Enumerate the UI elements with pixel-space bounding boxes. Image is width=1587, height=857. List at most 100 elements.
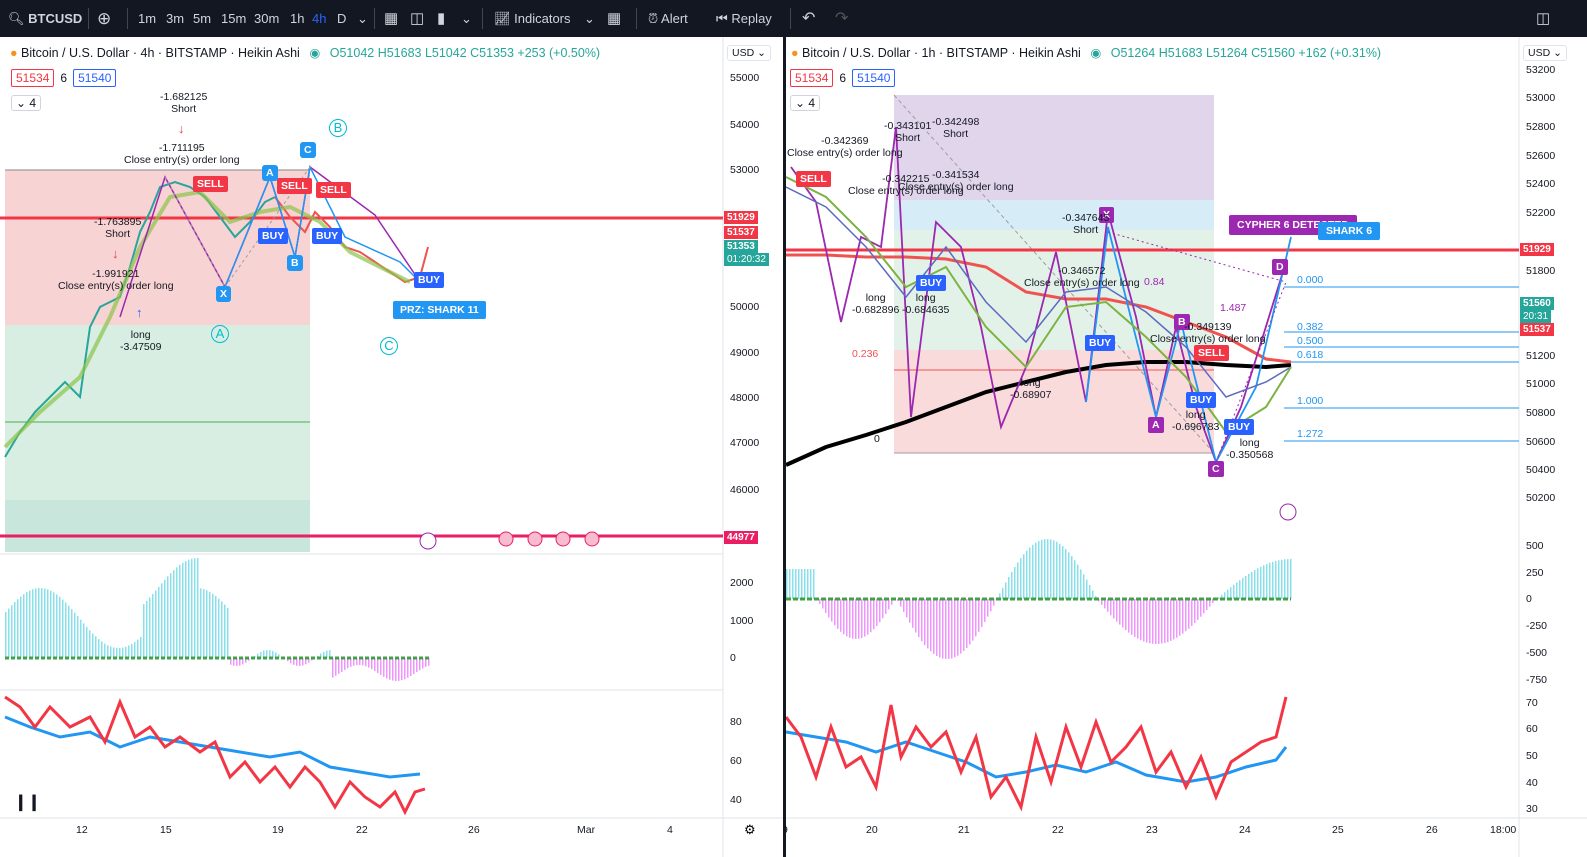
interval-3m[interactable]: 3m (166, 11, 185, 26)
sell-signal-badge[interactable]: SELL (316, 182, 351, 198)
sell-signal-badge[interactable]: SELL (193, 176, 228, 192)
pattern-dash (164, 176, 226, 288)
interval-1h[interactable]: 1h (290, 11, 305, 26)
chevron-down-icon[interactable]: ⌄ (461, 11, 472, 26)
histogram-bar (861, 599, 863, 638)
histogram-bar (1005, 582, 1007, 599)
chart-title: Bitcoin / U.S. Dollar · 1h · BITSTAMP · … (802, 46, 1081, 60)
histogram-bar (1125, 599, 1127, 631)
rsi-tick: 30 (1526, 803, 1538, 815)
histogram-bar (239, 658, 241, 666)
interval-5m[interactable]: 5m (193, 11, 212, 26)
sidebar-toggle-icon[interactable]: ◫ (1536, 10, 1551, 27)
interval-15m[interactable]: 15m (221, 11, 247, 26)
compare-add-icon[interactable]: ⊕ (97, 9, 112, 28)
ask-price[interactable]: 51540 (73, 69, 117, 87)
settings-gear-icon[interactable]: ⚙ (744, 822, 756, 837)
redo-icon[interactable]: ↷ (835, 10, 849, 27)
buy-signal-badge[interactable]: BUY (1186, 392, 1217, 408)
histogram-bar (948, 599, 950, 659)
buy-signal-badge[interactable]: BUY (312, 228, 343, 244)
histogram-bar (206, 590, 208, 658)
undo-icon[interactable]: ↶ (802, 10, 816, 27)
chevron-down-icon[interactable]: ⌄ (357, 11, 368, 26)
chevron-down-icon[interactable]: ⌄ (584, 11, 595, 26)
close-annotation: -0.341534 Close entry(s) order long (898, 169, 1014, 193)
histogram-bar (849, 599, 851, 638)
buy-signal-badge[interactable]: BUY (1085, 335, 1116, 351)
histogram-bar (939, 599, 941, 658)
indicator-collapse-button[interactable]: ⌄ 4 (11, 95, 42, 111)
bar-style-icon[interactable]: ▦ (384, 10, 399, 27)
currency-dropdown[interactable]: USD ⌄ (727, 45, 771, 61)
histogram-bar (951, 599, 953, 659)
histogram-bar (1092, 590, 1094, 599)
bid-ask[interactable]: 51534 6 51540 (790, 69, 896, 87)
event-icon[interactable] (527, 531, 543, 547)
chart-legend[interactable]: ● Bitcoin / U.S. Dollar · 1h · BITSTAMP … (791, 45, 1381, 60)
buy-signal-badge[interactable]: BUY (1224, 419, 1255, 435)
histogram-bar (972, 599, 974, 641)
bid-ask[interactable]: 51534 6 51540 (11, 69, 117, 87)
event-icon[interactable] (584, 531, 600, 547)
histogram-bar (1137, 599, 1139, 639)
histogram-bar (176, 567, 178, 658)
interval-1m[interactable]: 1m (138, 11, 157, 26)
histogram-bar (8, 608, 10, 658)
histogram-bar (819, 599, 821, 604)
bid-price[interactable]: 51534 (790, 69, 834, 87)
histogram-bar (413, 658, 415, 675)
symbol-search-button[interactable]: 🔍︎ BTCUSD (8, 0, 82, 37)
chart-legend[interactable]: ● Bitcoin / U.S. Dollar · 4h · BITSTAMP … (10, 45, 600, 60)
ask-price[interactable]: 51540 (852, 69, 896, 87)
histogram-oscillator (786, 539, 1292, 659)
histogram-bar (1254, 570, 1256, 599)
interval-30m[interactable]: 30m (254, 11, 280, 26)
event-icon[interactable] (498, 531, 514, 547)
osc-tick: -750 (1526, 674, 1548, 686)
lightning-icon[interactable] (419, 532, 437, 550)
sell-signal-badge[interactable]: SELL (1194, 345, 1229, 361)
interval-4h[interactable]: 4h (312, 11, 327, 26)
price-tick: 48000 (730, 392, 760, 404)
indicator-collapse-button[interactable]: ⌄ 4 (790, 95, 821, 111)
event-icon[interactable] (555, 531, 571, 547)
sell-signal-badge[interactable]: SELL (796, 171, 831, 187)
candle-style-icon[interactable]: ▮ (437, 10, 446, 27)
histogram-bar (53, 592, 55, 658)
alert-button[interactable]: ⏰︎ Alert (648, 0, 688, 37)
currency-dropdown[interactable]: USD ⌄ (1523, 45, 1567, 61)
histogram-bar (1074, 560, 1076, 599)
prz-label[interactable]: PRZ: SHARK 11 (393, 301, 486, 319)
buy-signal-badge[interactable]: BUY (414, 272, 445, 288)
histogram-bar (789, 569, 791, 599)
time-label: 20 (866, 824, 878, 836)
shark-label[interactable]: SHARK 6 (1318, 222, 1381, 240)
replay-button[interactable]: ⏮︎ Replay (716, 0, 772, 37)
left-chart-pane[interactable]: ● Bitcoin / U.S. Dollar · 4h · BITSTAMP … (0, 37, 783, 857)
pane-divider[interactable] (783, 37, 786, 857)
histogram-bar (897, 599, 899, 601)
chart-style-icon[interactable]: ◫ (410, 10, 425, 27)
lightning-icon[interactable] (1279, 503, 1297, 521)
sell-signal-badge[interactable]: SELL (277, 178, 312, 194)
histogram-bar (128, 645, 130, 658)
price-tick: 50200 (1526, 492, 1556, 504)
long-annotation: long -0.350568 (1226, 437, 1274, 461)
bid-price[interactable]: 51534 (11, 69, 55, 87)
histogram-bar (392, 658, 394, 681)
histogram-bar (350, 658, 352, 667)
chevron-down-icon: ⌄ (757, 47, 766, 59)
layout-grid-icon[interactable]: ▦ (607, 10, 622, 27)
indicators-label: Indicators (514, 11, 571, 26)
interval-d[interactable]: D (337, 11, 347, 26)
price-tick: 51200 (1526, 350, 1556, 362)
histogram-bar (362, 658, 364, 666)
rsi-line (4, 695, 426, 816)
buy-signal-badge[interactable]: BUY (258, 228, 289, 244)
right-chart-pane[interactable]: ● Bitcoin / U.S. Dollar · 1h · BITSTAMP … (786, 37, 1587, 857)
indicators-button[interactable]: 📈︎ Indicators (494, 0, 571, 37)
buy-signal-badge[interactable]: BUY (916, 275, 947, 291)
long-annotation: long -3.47509 (120, 329, 162, 353)
histogram-bar (68, 605, 70, 658)
